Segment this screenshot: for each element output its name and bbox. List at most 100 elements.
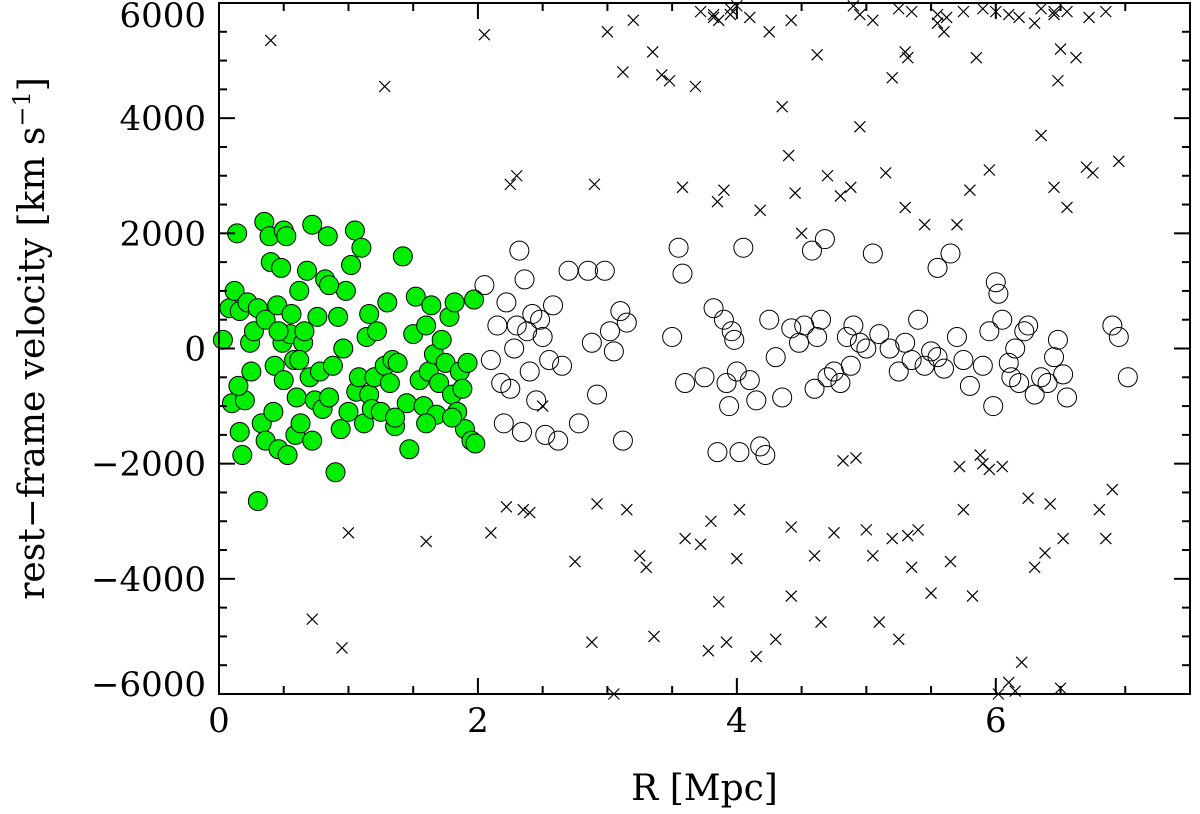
cross-marker <box>1039 546 1051 559</box>
cross-marker <box>970 51 983 64</box>
cross-marker <box>1052 74 1064 87</box>
y-tick-label: 2000 <box>119 214 206 254</box>
cross-marker <box>676 181 689 194</box>
cross-marker <box>591 498 603 510</box>
open-circle-marker <box>927 347 948 368</box>
open-circle-marker <box>1001 367 1022 388</box>
cross-marker <box>828 526 840 539</box>
open-circle-marker <box>519 361 540 382</box>
member-marker <box>302 430 323 451</box>
cross-marker <box>815 616 827 628</box>
cross-marker <box>663 74 676 87</box>
member-marker <box>263 401 284 422</box>
open-circle-marker <box>750 436 771 457</box>
cross-marker <box>588 178 601 191</box>
member-marker <box>276 226 297 247</box>
open-circle-marker <box>959 375 980 396</box>
cross-marker <box>983 164 996 176</box>
open-circle-marker <box>1009 373 1030 394</box>
y-tick-label: 4000 <box>119 99 206 139</box>
cross-marker <box>957 5 970 18</box>
open-circle-marker <box>504 338 525 359</box>
member-marker <box>359 303 380 324</box>
cross-marker <box>536 400 549 413</box>
cross-marker <box>912 523 925 536</box>
cross-marker <box>853 120 866 133</box>
cross-marker <box>724 2 737 15</box>
member-marker <box>457 352 478 373</box>
cross-marker <box>711 195 724 208</box>
member-marker <box>328 306 349 327</box>
member-marker <box>322 355 343 376</box>
cross-marker <box>1061 201 1073 214</box>
open-circle-marker <box>1117 367 1138 388</box>
cross-marker <box>974 449 987 461</box>
open-circle-marker <box>509 240 530 261</box>
open-circle-marker <box>496 292 517 313</box>
cross-marker <box>996 460 1009 473</box>
open-circle-marker <box>804 378 825 399</box>
open-circle-marker <box>927 257 948 278</box>
cross-marker <box>712 595 725 608</box>
open-circle-marker <box>940 243 961 264</box>
x-axis-label: R [Mpc] <box>631 768 778 809</box>
cross-marker <box>1022 492 1035 505</box>
cross-marker <box>925 587 937 600</box>
open-circle-marker <box>703 298 724 319</box>
cross-marker <box>504 178 517 191</box>
cross-marker <box>743 11 756 24</box>
open-circle-marker <box>921 341 942 362</box>
open-circle-marker <box>599 321 620 342</box>
cross-marker <box>866 549 879 562</box>
open-circle-marker <box>539 350 560 371</box>
cross-marker <box>763 25 776 38</box>
cross-marker <box>944 555 957 568</box>
cross-marker <box>585 636 598 649</box>
cross-marker <box>724 8 737 21</box>
cross-marker <box>617 66 629 79</box>
cross-marker <box>1054 43 1067 55</box>
member-marker <box>387 352 408 373</box>
cross-marker <box>834 189 847 202</box>
open-circle-marker <box>836 326 857 347</box>
open-circle-marker <box>817 367 838 388</box>
open-circle-marker <box>746 390 767 411</box>
open-circle-marker <box>879 338 900 359</box>
member-marker <box>325 462 346 483</box>
cross-marker <box>1028 561 1041 574</box>
open-circle-marker <box>733 237 754 258</box>
open-circle-marker <box>843 315 864 336</box>
member-marker <box>338 401 359 422</box>
open-circle-marker <box>1014 321 1035 342</box>
nonmember-open-markers <box>474 229 1138 466</box>
open-circle-marker <box>983 396 1004 417</box>
cross-marker <box>1002 8 1015 21</box>
open-circle-marker <box>594 260 615 281</box>
open-circle-marker <box>568 413 589 434</box>
open-circle-marker <box>587 384 608 405</box>
cross-marker <box>886 71 899 84</box>
member-marker <box>307 306 328 327</box>
cross-marker <box>1057 532 1070 545</box>
cross-marker <box>769 633 782 646</box>
plot-frame <box>218 2 1191 695</box>
member-marker <box>421 295 442 316</box>
member-marker <box>351 237 372 258</box>
open-circle-marker <box>992 309 1013 330</box>
cross-marker <box>953 460 966 473</box>
cross-marker <box>899 201 912 214</box>
cross-marker <box>931 17 944 30</box>
open-circle-marker <box>794 315 815 336</box>
open-circle-marker <box>934 358 955 379</box>
member-marker <box>385 407 406 428</box>
open-circle-marker <box>675 373 696 394</box>
member-marker <box>431 329 452 350</box>
cross-marker <box>523 506 536 519</box>
cross-marker <box>1086 166 1099 179</box>
cross-marker <box>620 503 633 516</box>
cross-marker <box>776 100 789 113</box>
y-tick-label: −4000 <box>91 560 206 600</box>
open-circle-marker <box>830 373 851 394</box>
open-circle-marker <box>985 272 1006 293</box>
